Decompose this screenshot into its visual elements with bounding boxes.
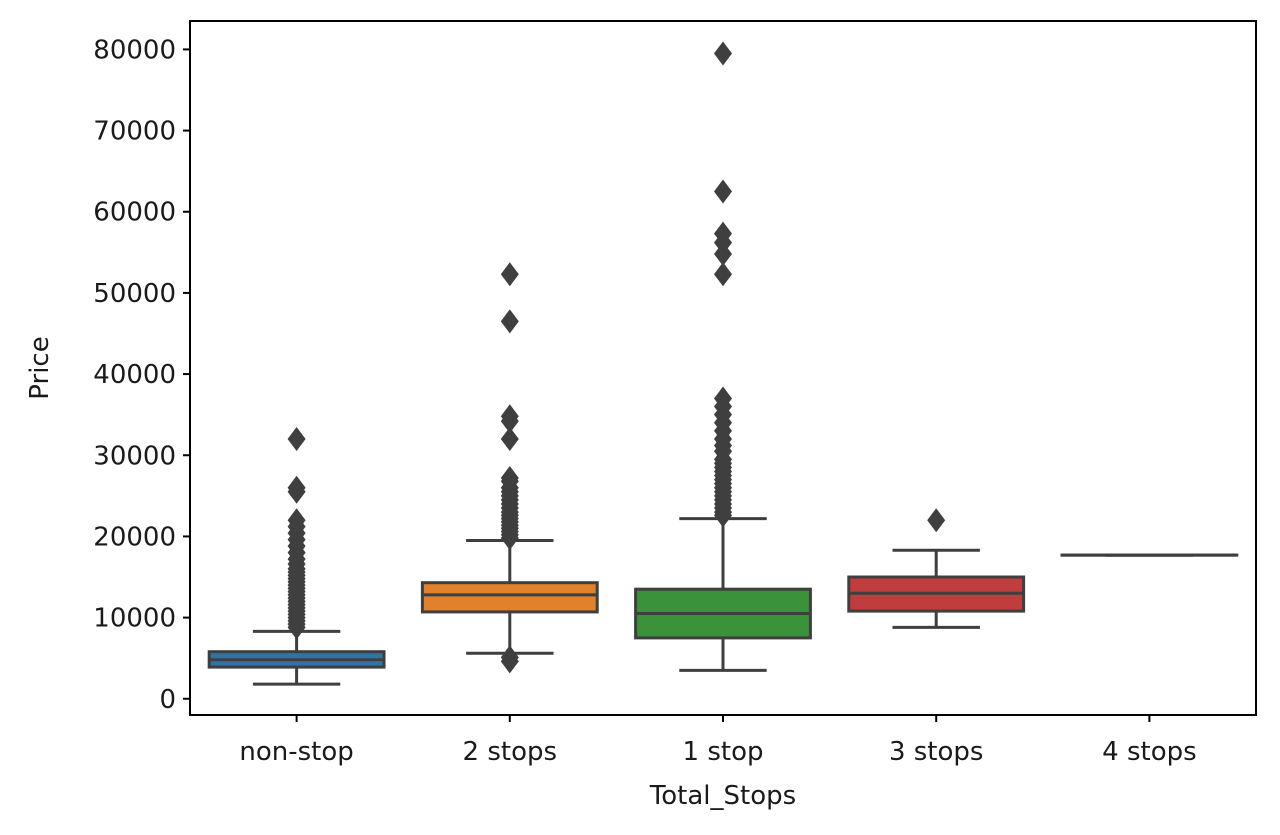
outlier-point xyxy=(500,645,519,670)
plot-area xyxy=(207,41,1239,686)
outlier-point xyxy=(714,386,732,411)
y-axis: 0 10000 20000 30000 40000 50000 60000 70000 8000… xyxy=(93,35,190,715)
x-tick-label: non-stop xyxy=(239,737,353,767)
outlier-point xyxy=(500,404,519,429)
outlier-point xyxy=(287,475,306,500)
y-tick-label: 0 xyxy=(159,685,176,715)
x-tick-label: 3 stops xyxy=(889,737,984,767)
y-tick-label: 30000 xyxy=(93,441,176,471)
y-tick-label: 20000 xyxy=(93,522,176,552)
box-3-stops xyxy=(847,508,1026,629)
x-tick-label: 2 stops xyxy=(463,737,558,767)
box-1-stop xyxy=(634,41,812,672)
iqr-box xyxy=(420,581,599,614)
x-axis-title: Total_Stops xyxy=(649,781,796,811)
y-tick-label: 80000 xyxy=(93,35,176,65)
y-tick-label: 10000 xyxy=(93,604,176,634)
outlier-point xyxy=(927,508,946,533)
x-axis: non-stop 2 stops 1 stop 3 stops 4 stops xyxy=(239,715,1197,767)
box-non-stop xyxy=(207,427,386,686)
outlier-point xyxy=(714,262,732,287)
outlier-point xyxy=(287,508,306,533)
outlier-point xyxy=(714,179,732,204)
y-tick-label: 60000 xyxy=(93,198,176,228)
y-tick-label: 50000 xyxy=(93,279,176,309)
outlier-point xyxy=(714,221,732,246)
outlier-point xyxy=(500,465,519,490)
x-tick-label: 1 stop xyxy=(683,737,764,767)
outlier-point xyxy=(500,309,519,334)
outlier-point xyxy=(500,427,519,452)
outlier-point xyxy=(714,41,732,66)
outlier-point xyxy=(287,427,306,452)
y-axis-title: Price xyxy=(25,336,55,399)
y-tick-label: 70000 xyxy=(93,117,176,147)
outlier-point xyxy=(500,262,519,287)
box-2-stops xyxy=(420,262,599,674)
x-tick-label: 4 stops xyxy=(1102,737,1197,767)
y-tick-label: 40000 xyxy=(93,360,176,390)
